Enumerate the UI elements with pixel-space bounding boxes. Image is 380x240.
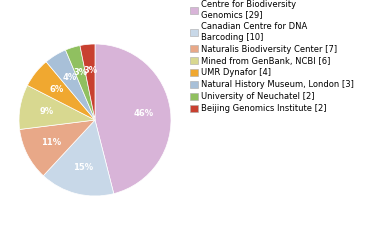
Wedge shape — [65, 46, 95, 120]
Wedge shape — [80, 44, 95, 120]
Text: 3%: 3% — [73, 68, 87, 77]
Wedge shape — [46, 50, 95, 120]
Wedge shape — [43, 120, 114, 196]
Text: 9%: 9% — [39, 107, 54, 116]
Wedge shape — [19, 85, 95, 129]
Text: 46%: 46% — [134, 109, 154, 118]
Text: 3%: 3% — [83, 66, 97, 75]
Text: 11%: 11% — [41, 138, 61, 147]
Wedge shape — [20, 120, 95, 176]
Text: 15%: 15% — [73, 163, 93, 172]
Text: 6%: 6% — [49, 85, 63, 94]
Wedge shape — [27, 62, 95, 120]
Text: 4%: 4% — [62, 73, 76, 82]
Legend: Centre for Biodiversity
Genomics [29], Canadian Centre for DNA
Barcoding [10], N: Centre for Biodiversity Genomics [29], C… — [190, 0, 354, 113]
Wedge shape — [95, 44, 171, 194]
